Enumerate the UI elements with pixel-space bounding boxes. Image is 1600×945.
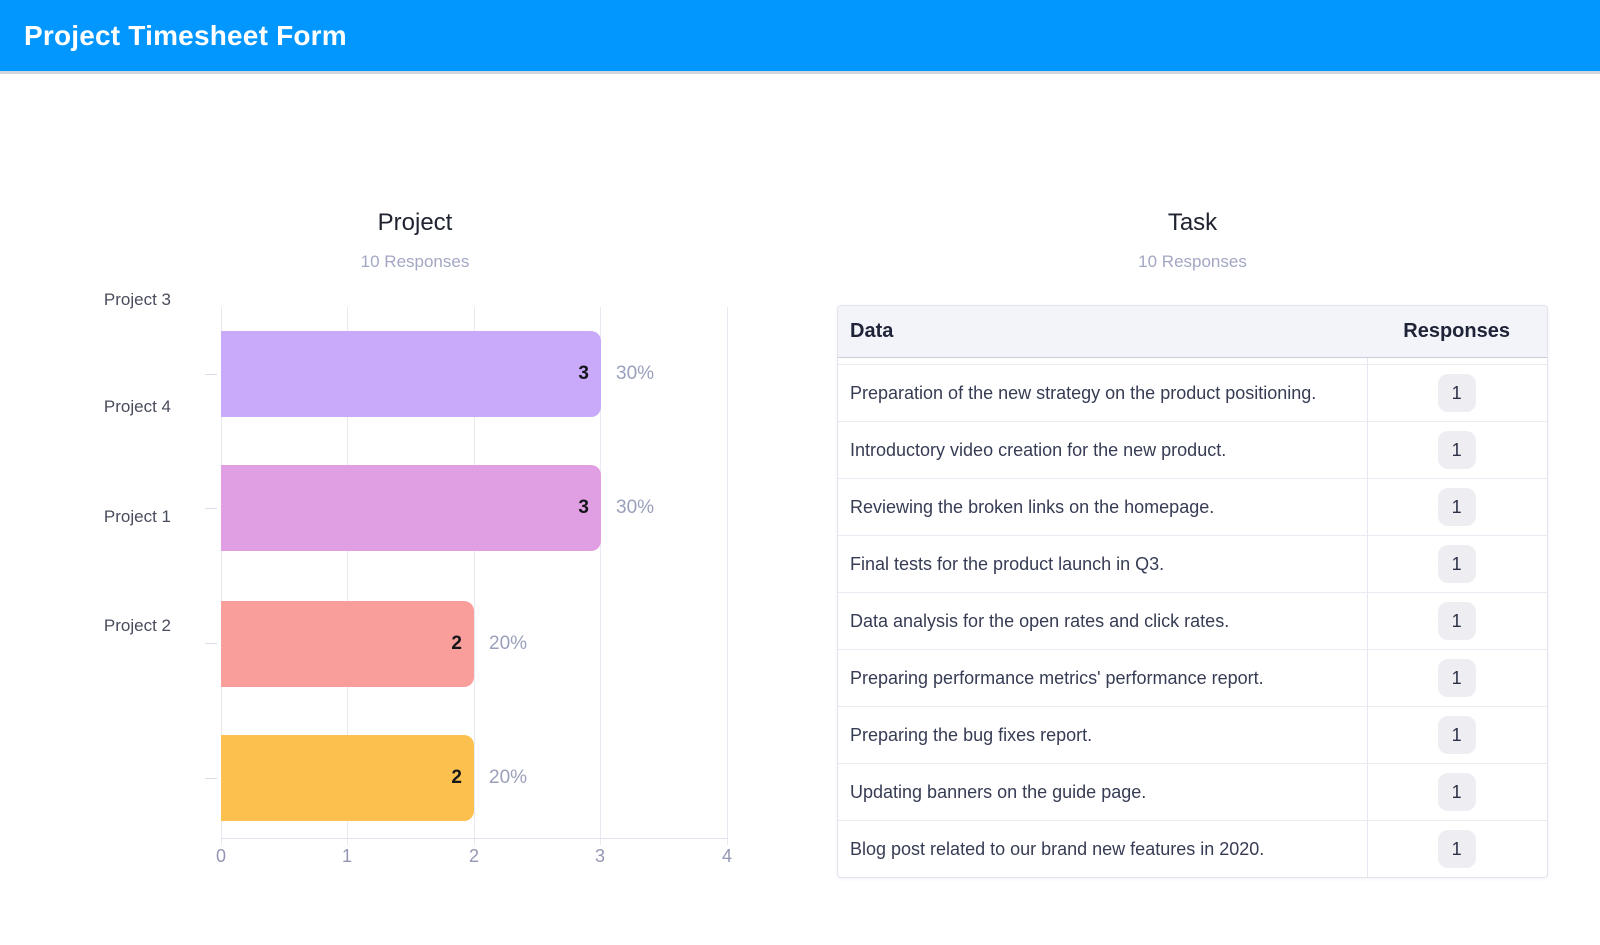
task-cell: Preparing performance metrics' performan… [850, 667, 1264, 688]
table-row: Updating banners on the guide page. 1 [838, 763, 1547, 820]
response-count-badge: 1 [1437, 716, 1476, 754]
y-axis-label: Project 2 [103, 616, 171, 635]
response-count-badge: 1 [1437, 773, 1476, 811]
response-count-badge: 1 [1437, 602, 1476, 640]
page-title: Project Timesheet Form [24, 20, 347, 51]
y-axis-tick [205, 778, 217, 779]
bar-project-3[interactable]: 3 [221, 331, 601, 417]
bar-row: 2 20% [221, 735, 728, 821]
responses-cell: 1 [1366, 602, 1547, 640]
task-results-table: Data Responses Preparation of the new st… [837, 305, 1548, 878]
table-row: Preparing performance metrics' performan… [838, 649, 1547, 706]
gridline [474, 307, 475, 845]
task-cell: Data analysis for the open rates and cli… [850, 610, 1230, 631]
gridline [221, 307, 222, 845]
responses-cell: 1 [1366, 659, 1547, 697]
gridline [347, 307, 348, 845]
table-row: Final tests for the product launch in Q3… [838, 535, 1547, 592]
task-table-response-count: 10 Responses [1138, 252, 1247, 271]
bar-value-label: 3 [578, 497, 589, 518]
column-header-responses: Responses [1403, 320, 1510, 342]
bar-value-label: 2 [451, 767, 462, 788]
bar-row: 3 30% [221, 465, 728, 551]
gridline [600, 307, 601, 845]
responses-cell: 1 [1366, 773, 1547, 811]
responses-cell: 1 [1366, 830, 1547, 868]
bar-project-4[interactable]: 3 [221, 465, 601, 551]
response-count-badge: 1 [1437, 830, 1476, 868]
bar-project-1[interactable]: 2 [221, 601, 474, 687]
bar-percent-label: 20% [489, 633, 528, 654]
task-cell: Final tests for the product launch in Q3… [850, 553, 1165, 574]
task-cell: Preparing the bug fixes report. [850, 724, 1093, 745]
project-chart-title: Project [377, 209, 453, 236]
project-chart-response-count: 10 Responses [360, 252, 470, 271]
table-row: Introductory video creation for the new … [838, 421, 1547, 478]
y-axis-label: Project 4 [103, 397, 171, 416]
y-axis-label: Project 1 [103, 507, 171, 526]
table-row: Preparation of the new strategy on the p… [838, 364, 1547, 421]
x-axis-tick-label: 2 [468, 846, 479, 866]
x-axis-tick-label: 3 [594, 846, 605, 866]
table-row: Preparing the bug fixes report. 1 [838, 706, 1547, 763]
app-header: Project Timesheet Form [0, 0, 1600, 71]
task-cell: Introductory video creation for the new … [850, 439, 1227, 460]
bar-row: 3 30% [221, 331, 728, 417]
responses-cell: 1 [1366, 488, 1547, 526]
responses-cell: 1 [1366, 374, 1547, 412]
x-axis-tick-label: 1 [341, 846, 352, 866]
x-axis-tick-label: 0 [215, 846, 226, 866]
y-axis-tick [205, 374, 217, 375]
responses-cell: 1 [1366, 545, 1547, 583]
response-count-badge: 1 [1437, 488, 1476, 526]
y-axis-tick [205, 643, 217, 644]
table-row: Reviewing the broken links on the homepa… [838, 478, 1547, 535]
table-row: Data analysis for the open rates and cli… [838, 592, 1547, 649]
gridline [727, 307, 728, 845]
task-table-title: Task [1167, 209, 1218, 236]
bar-project-2[interactable]: 2 [221, 735, 474, 821]
response-count-badge: 1 [1437, 374, 1476, 412]
response-count-badge: 1 [1437, 431, 1476, 469]
task-cell: Blog post related to our brand new featu… [850, 838, 1265, 859]
column-header-data: Data [850, 320, 894, 342]
bar-value-label: 3 [578, 363, 589, 384]
bar-percent-label: 30% [616, 363, 655, 384]
bar-row: 2 20% [221, 601, 728, 687]
bar-chart-plot-area: 3 30% 3 30% 2 20% 2 20% [221, 307, 728, 845]
table-row: Blog post related to our brand new featu… [838, 820, 1547, 877]
y-axis-label: Project 3 [103, 290, 171, 309]
column-divider [1367, 306, 1368, 877]
response-count-badge: 1 [1437, 545, 1476, 583]
response-count-badge: 1 [1437, 659, 1476, 697]
responses-cell: 1 [1366, 431, 1547, 469]
bar-value-label: 2 [451, 633, 462, 654]
y-axis-tick [205, 508, 217, 509]
bar-percent-label: 20% [489, 767, 528, 788]
bar-percent-label: 30% [616, 497, 655, 518]
x-axis-tick-label: 4 [721, 846, 732, 866]
responses-cell: 1 [1366, 716, 1547, 754]
table-header-row: Data Responses [838, 306, 1547, 358]
task-cell: Reviewing the broken links on the homepa… [850, 496, 1215, 517]
task-cell: Updating banners on the guide page. [850, 781, 1147, 802]
task-cell: Preparation of the new strategy on the p… [850, 382, 1317, 403]
x-axis-line [221, 838, 728, 839]
